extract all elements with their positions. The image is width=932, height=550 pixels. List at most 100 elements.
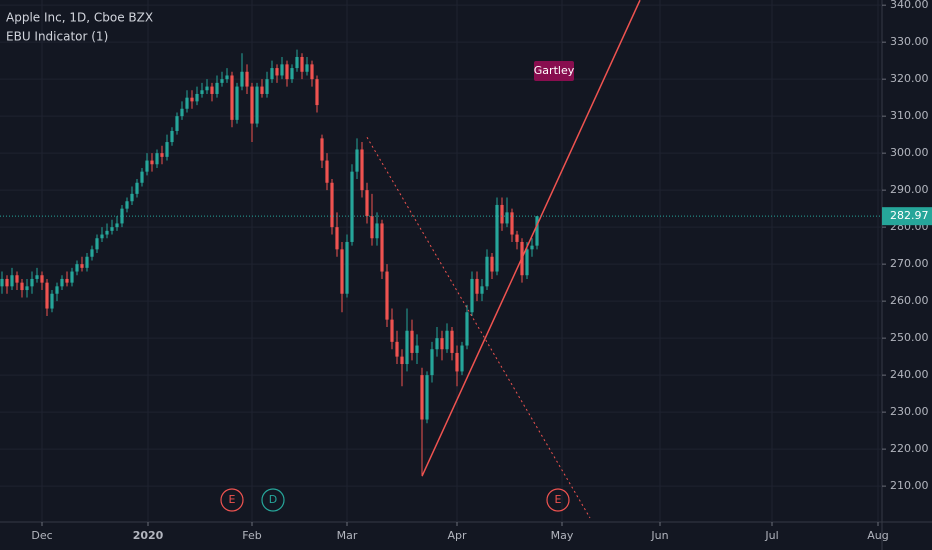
candle-body [60, 278, 64, 287]
candle-body [315, 79, 319, 106]
overlays: Gartley E D E [0, 0, 882, 519]
candle-body [485, 256, 489, 287]
candle-body [440, 338, 444, 350]
candle-body [205, 86, 209, 91]
candle-body [400, 356, 404, 365]
y-tick-label: 320.00 [890, 72, 929, 85]
candle-body [35, 275, 39, 279]
candle-body [10, 275, 14, 287]
y-tick-label: 270.00 [890, 257, 929, 270]
candle-body [95, 238, 99, 250]
candle-body [260, 86, 264, 94]
candle-body [155, 153, 159, 165]
candle-body [395, 341, 399, 357]
candle-body [0, 278, 4, 287]
candle-body [70, 271, 74, 283]
candle-body [275, 68, 279, 76]
candle-body [310, 64, 314, 80]
candle-body [225, 75, 229, 80]
event-marker [546, 488, 570, 512]
x-tick-label: Feb [242, 529, 261, 542]
candle-body [365, 190, 369, 217]
candle-body [245, 71, 249, 87]
y-tick-label: 340.00 [890, 0, 929, 11]
candle-body [175, 116, 179, 131]
x-tick-label: Jul [764, 529, 778, 542]
y-tick-label: 210.00 [890, 479, 929, 492]
last-price-label: 282.97 [890, 209, 929, 222]
x-tick-label: May [551, 529, 574, 542]
x-tick-label: Jun [650, 529, 668, 542]
candle-body [450, 330, 454, 353]
candle-body [290, 68, 294, 80]
x-tick-label: Dec [31, 529, 52, 542]
y-tick-label: 260.00 [890, 294, 929, 307]
candle-body [160, 153, 164, 157]
candle-body [110, 227, 114, 231]
candle-body [75, 264, 79, 272]
candle-body [460, 345, 464, 372]
candle-body [270, 68, 274, 80]
candle-body [170, 130, 174, 143]
candle-body [345, 241, 349, 294]
candle-body [105, 230, 109, 235]
event-marker [261, 488, 285, 512]
candle-body [530, 245, 534, 250]
candle-body [325, 160, 329, 183]
candle-body [490, 256, 494, 272]
event-marker [220, 488, 244, 512]
annotation-box [534, 61, 574, 82]
candle-body [85, 256, 89, 268]
candle-body [210, 86, 214, 94]
candle-body [305, 64, 309, 72]
candle-body [250, 86, 254, 124]
candle-body [125, 201, 129, 209]
last-price-box [882, 207, 932, 226]
x-tick-label: Apr [447, 529, 467, 542]
event-label: E [229, 493, 236, 506]
candle-body [360, 149, 364, 191]
candle-body [430, 349, 434, 376]
candle-body [465, 312, 469, 346]
candle-body [180, 108, 184, 117]
candle-body [455, 352, 459, 372]
candle-body [65, 278, 69, 283]
candle-body [385, 271, 389, 320]
x-tick-label: 2020 [133, 529, 164, 542]
candle-body [370, 216, 374, 239]
candle-body [350, 171, 354, 242]
candle-body [495, 204, 499, 272]
candle-body [375, 223, 379, 239]
candle-body [515, 234, 519, 242]
candle-body [320, 138, 324, 161]
indicator-name: EBU Indicator (1) [6, 30, 108, 44]
candle-body [470, 278, 474, 313]
candle-body [415, 345, 419, 353]
candle-body [80, 264, 84, 268]
chart-title: Apple Inc, 1D, Cboe BZX [6, 11, 153, 25]
candle-body [405, 330, 409, 365]
candle-body [390, 319, 394, 342]
trend-line [366, 136, 591, 519]
candle-body [355, 149, 359, 172]
y-tick-label: 240.00 [890, 368, 929, 381]
candle-body [55, 286, 59, 294]
candle-body [185, 97, 189, 109]
candle-body [505, 212, 509, 224]
candle-body [340, 249, 344, 294]
candle-body [410, 330, 414, 353]
candle-body [240, 71, 244, 87]
candle-body [50, 293, 54, 309]
y-tick-label: 300.00 [890, 146, 929, 159]
candle-body [435, 338, 439, 350]
candle-body [265, 79, 269, 94]
candle-body [535, 216, 539, 246]
candle-body [5, 278, 9, 287]
y-tick-label: 250.00 [890, 331, 929, 344]
candle-body [215, 82, 219, 94]
annotation-label: Gartley [534, 64, 575, 77]
candle-body [525, 249, 529, 276]
candle-body [420, 375, 424, 420]
candle-body [445, 330, 449, 350]
